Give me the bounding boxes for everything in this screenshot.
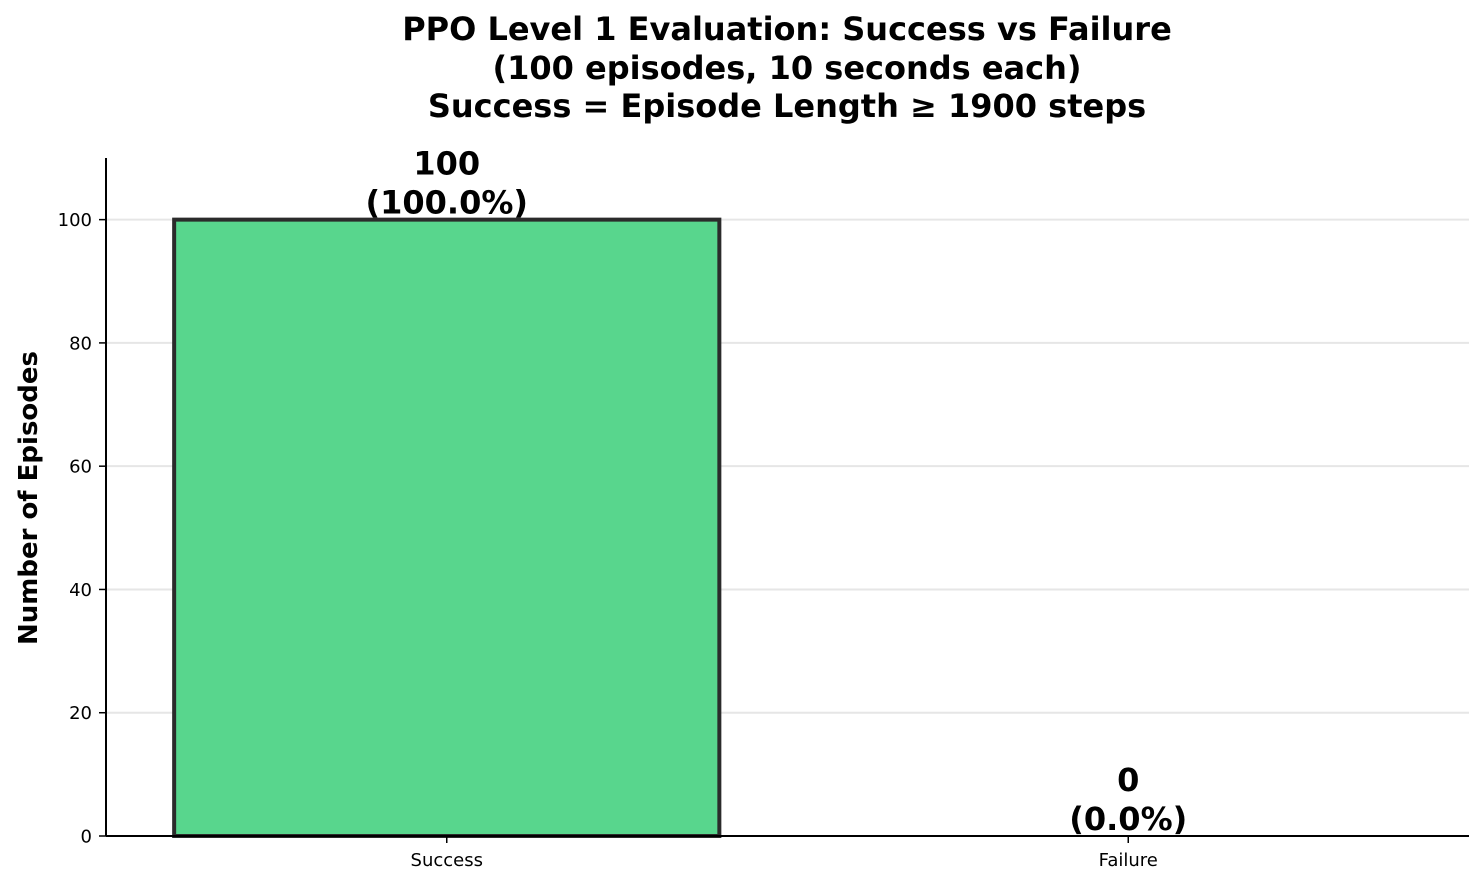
y-axis-label: Number of Episodes (14, 351, 44, 645)
y-tick-label: 20 (69, 703, 92, 724)
bars (172, 217, 722, 839)
y-tick-label: 0 (81, 827, 92, 848)
data-label-count-success: 100 (413, 145, 480, 183)
y-tick-label: 100 (58, 210, 92, 231)
y-tick-label: 80 (69, 333, 92, 354)
x-axis-ticks: Success Failure (411, 836, 1158, 871)
y-axis-ticks: 0 20 40 60 80 100 (58, 210, 106, 848)
bar-success (172, 217, 722, 839)
y-tick-label: 60 (69, 457, 92, 478)
chart-title-line-3: Success = Episode Length ≥ 1900 steps (428, 87, 1146, 125)
data-label-count-failure: 0 (1117, 761, 1139, 799)
data-labels: 100(100.0%) 0(0.0%) (365, 145, 1187, 838)
data-label-percent-failure: (0.0%) (1069, 800, 1187, 838)
x-tick-label-failure: Failure (1099, 850, 1158, 871)
x-tick-label-success: Success (411, 850, 483, 871)
axes (105, 158, 1469, 837)
chart-title: PPO Level 1 Evaluation: Success vs Failu… (402, 10, 1172, 125)
chart-title-line-1: PPO Level 1 Evaluation: Success vs Failu… (402, 10, 1172, 48)
data-label-percent-success: (100.0%) (365, 184, 528, 222)
y-tick-label: 40 (69, 580, 92, 601)
chart-title-line-2: (100 episodes, 10 seconds each) (492, 49, 1081, 87)
